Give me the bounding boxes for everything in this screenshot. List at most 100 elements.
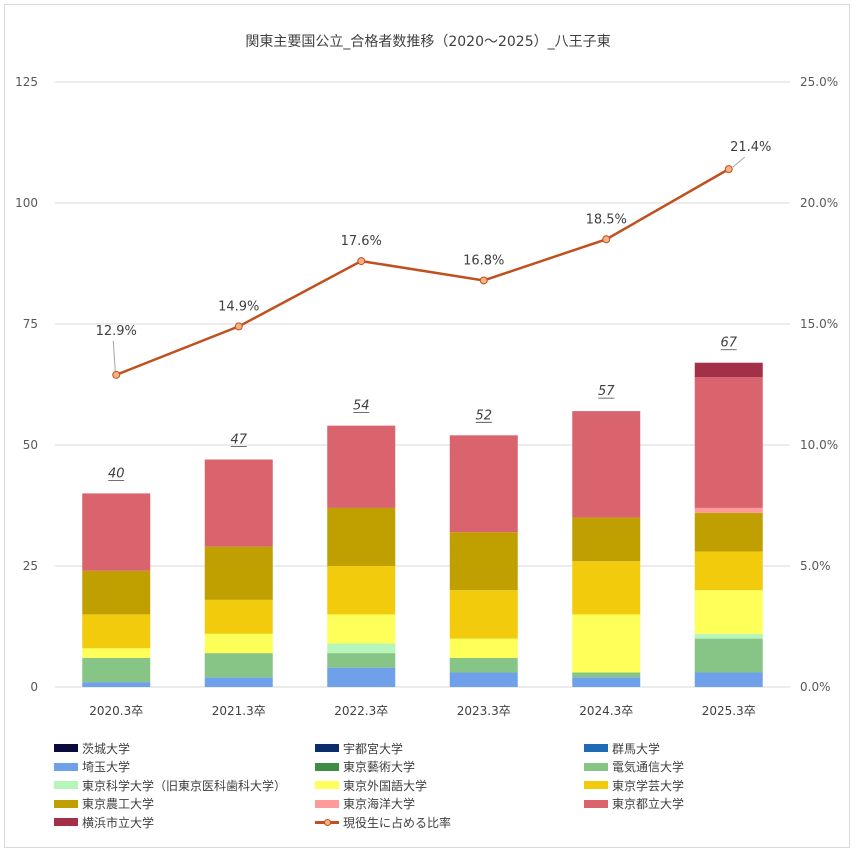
- bar-segment: [327, 614, 396, 644]
- ratio-data-label: 16.8%: [463, 253, 504, 268]
- y-left-tick-label: 125: [15, 75, 38, 89]
- y-left-tick-label: 75: [23, 317, 38, 331]
- legend-item: 群馬大学: [584, 739, 660, 757]
- legend: 茨城大学 宇都宮大学 群馬大学埼玉大学 東京藝術大学 電気通信大学東京科学大学（旧東京医…: [54, 739, 814, 832]
- legend-swatch: [584, 799, 608, 808]
- y-right-tick-label: 25.0%: [800, 75, 838, 89]
- ratio-data-label: 14.9%: [218, 299, 259, 314]
- bar-segment: [449, 532, 518, 591]
- bar-segment: [694, 672, 763, 687]
- x-tick-label: 2021.3卒: [212, 704, 266, 718]
- legend-swatch: [315, 799, 339, 808]
- legend-swatch: [315, 762, 339, 771]
- legend-item: 茨城大学: [54, 739, 130, 757]
- ratio-marker: [357, 257, 366, 266]
- bar-total-label: 67: [720, 336, 737, 351]
- bar-segment: [449, 638, 518, 658]
- legend-label: 現役生に占める比率: [343, 815, 452, 830]
- ratio-leader-line: [732, 156, 746, 168]
- bar-segment: [82, 570, 151, 615]
- ratio-data-label: 17.6%: [341, 234, 382, 249]
- legend-item: 宇都宮大学: [315, 739, 403, 757]
- ratio-marker: [479, 276, 488, 285]
- ratio-marker: [724, 165, 733, 174]
- legend-item: 東京海洋大学: [315, 795, 415, 813]
- bar-segment: [204, 546, 273, 600]
- bar-segment: [82, 648, 151, 658]
- legend-item: 東京農工大学: [54, 795, 154, 813]
- y-right-tick-label: 0.0%: [800, 680, 831, 694]
- y-right-tick-label: 20.0%: [800, 196, 838, 210]
- ratio-marker: [112, 370, 121, 379]
- x-tick-label: 2024.3卒: [579, 704, 633, 718]
- legend-row: 横浜市立大学 現役生に占める比率: [54, 813, 814, 832]
- legend-swatch: [584, 781, 608, 789]
- ratio-data-label: 18.5%: [586, 212, 627, 227]
- bar-total-label: 40: [108, 466, 125, 481]
- bar-segment: [327, 566, 396, 615]
- legend-label: 東京藝術大学: [343, 760, 416, 774]
- x-tick-label: 2023.3卒: [457, 704, 511, 718]
- bar-segment: [327, 667, 396, 687]
- legend-swatch: [584, 762, 608, 771]
- bar-segment: [204, 633, 273, 654]
- ratio-data-label: 12.9%: [96, 324, 137, 339]
- legend-line-marker: [315, 818, 339, 826]
- bar-total-label: 47: [230, 433, 247, 448]
- legend-label: 東京都立大学: [612, 797, 685, 811]
- bar-segment: [82, 682, 151, 687]
- bar-segment: [694, 633, 763, 639]
- bar-segment: [694, 590, 763, 634]
- legend-label: 東京農工大学: [82, 797, 155, 811]
- y-left-tick-label: 100: [15, 196, 38, 210]
- legend-swatch: [54, 781, 78, 789]
- bar-segment: [449, 657, 518, 673]
- legend-label: 群馬大学: [612, 741, 661, 756]
- bar-segment: [82, 614, 151, 649]
- bar-segment: [694, 638, 763, 673]
- bar-segment: [82, 657, 151, 683]
- legend-label: 東京学芸大学: [612, 778, 685, 793]
- legend-row: 東京科学大学（旧東京医科歯科大学） 東京外国語大学 東京学芸大学: [54, 776, 814, 795]
- legend-label: 茨城大学: [82, 741, 131, 756]
- legend-label: 東京海洋大学: [343, 797, 416, 811]
- bar-segment: [449, 435, 518, 533]
- bar-segment: [204, 677, 273, 687]
- legend-row: 茨城大学 宇都宮大学 群馬大学: [54, 739, 814, 758]
- legend-label: 東京外国語大学: [343, 778, 428, 793]
- legend-row: 東京農工大学 東京海洋大学 東京都立大学: [54, 795, 814, 814]
- legend-item: 埼玉大学: [54, 758, 130, 776]
- bar-segment: [82, 493, 151, 571]
- legend-swatch: [54, 799, 78, 808]
- legend-item: 現役生に占める比率: [315, 813, 451, 831]
- legend-label: 横浜市立大学: [82, 815, 155, 830]
- bar-total-label: 54: [353, 399, 370, 414]
- bar-segment: [327, 643, 396, 654]
- bar-segment: [694, 362, 763, 378]
- legend-item: 東京外国語大学: [315, 776, 427, 794]
- x-tick-label: 2020.3卒: [89, 704, 143, 718]
- ratio-marker: [234, 322, 243, 331]
- legend-label: 埼玉大学: [82, 760, 131, 774]
- legend-swatch: [54, 762, 78, 771]
- legend-item: 横浜市立大学: [54, 813, 154, 831]
- bar-total-label: 57: [598, 384, 615, 399]
- bar-segment: [694, 512, 763, 552]
- legend-swatch: [54, 818, 78, 826]
- x-tick-label: 2025.3卒: [702, 704, 756, 718]
- y-left-tick-label: 25: [23, 559, 38, 573]
- bar-segment: [449, 590, 518, 639]
- bar-segment: [204, 599, 273, 634]
- ratio-data-label: 21.4%: [730, 140, 771, 155]
- bar-segment: [694, 377, 763, 508]
- legend-label: 東京科学大学（旧東京医科歯科大学）: [82, 778, 287, 793]
- bar-segment: [694, 551, 763, 591]
- bar-segment: [449, 672, 518, 687]
- bar-segment: [572, 411, 641, 518]
- bar-segment: [572, 614, 641, 673]
- ratio-marker: [602, 235, 611, 244]
- legend-item: 東京藝術大学: [315, 758, 415, 776]
- legend-label: 電気通信大学: [612, 760, 685, 774]
- ratio-line: [115, 168, 730, 376]
